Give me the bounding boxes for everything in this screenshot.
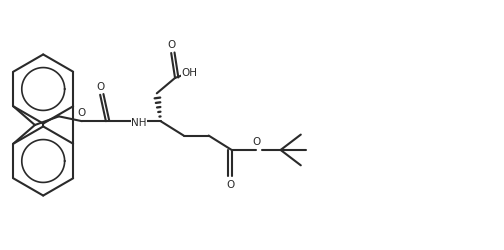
Text: O: O (96, 82, 104, 92)
Text: O: O (78, 108, 86, 118)
Text: O: O (252, 137, 260, 147)
Text: O: O (167, 40, 175, 50)
Text: O: O (227, 180, 235, 190)
Text: OH: OH (181, 68, 198, 78)
Text: NH: NH (131, 118, 147, 128)
